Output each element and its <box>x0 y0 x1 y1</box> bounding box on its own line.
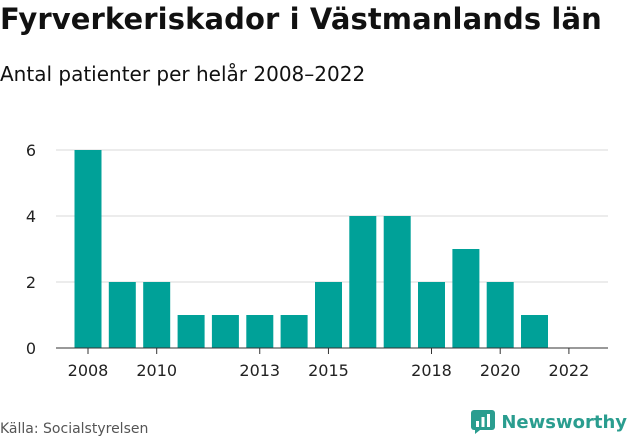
brand-logo: Newsworthy <box>471 410 627 434</box>
bar-2013 <box>246 315 274 348</box>
source-note: Källa: Socialstyrelsen <box>0 421 149 437</box>
axes: 0 2 4 6 2008 2010 2013 2015 2018 2020 2022 <box>26 141 608 380</box>
gridlines <box>56 149 608 283</box>
y-tick-label-2: 2 <box>26 273 36 292</box>
x-tick-label-2008: 2008 <box>68 361 109 380</box>
bar-chart: 0 2 4 6 2008 2010 2013 2015 2018 2020 2022 <box>26 141 608 380</box>
bar-2016 <box>349 216 377 348</box>
x-tick-label-2018: 2018 <box>411 361 452 380</box>
y-tick-label-0: 0 <box>26 339 36 358</box>
y-tick-label-6: 6 <box>26 141 36 160</box>
bar-chart-logo-icon <box>471 410 496 434</box>
bar-2020 <box>486 282 514 348</box>
bar-2011 <box>177 315 205 348</box>
bar-2019 <box>452 249 480 348</box>
bar-2015 <box>315 282 342 348</box>
bar-2021 <box>521 315 548 348</box>
x-tick-label-2010: 2010 <box>136 361 177 380</box>
bar-2012 <box>211 315 239 348</box>
chart-subtitle: Antal patienter per helår 2008–2022 <box>0 62 366 86</box>
x-tick-label-2020: 2020 <box>480 361 521 380</box>
x-tick-label-2022: 2022 <box>549 361 590 380</box>
bar-2018 <box>418 282 445 348</box>
bar-2010 <box>143 282 171 348</box>
bars <box>74 150 548 348</box>
chart-title: Fyrverkeriskador i Västmanlands län <box>0 2 602 36</box>
bar-2017 <box>383 216 411 348</box>
y-tick-label-4: 4 <box>26 207 36 226</box>
bar-2014 <box>280 315 308 348</box>
bar-2008 <box>74 150 102 348</box>
x-tick-label-2013: 2013 <box>239 361 280 380</box>
x-tick-label-2015: 2015 <box>308 361 349 380</box>
bar-2009 <box>108 282 136 348</box>
brand-name: Newsworthy <box>501 411 627 433</box>
